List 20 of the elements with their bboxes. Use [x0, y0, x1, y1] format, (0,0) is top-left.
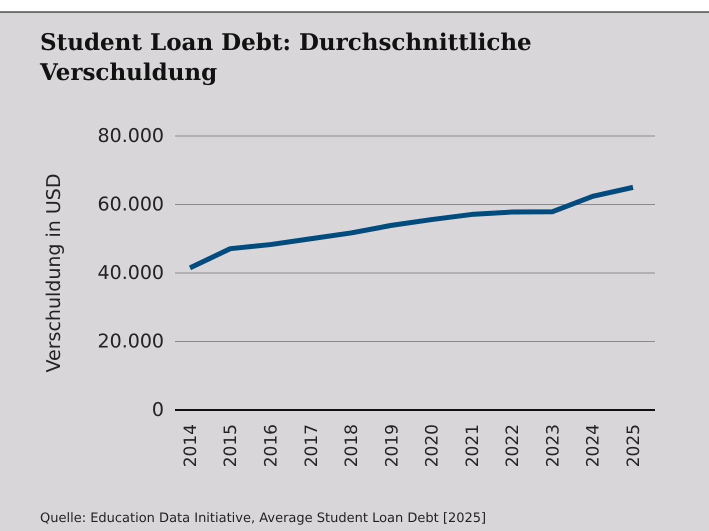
x-tick-label: 2015: [221, 424, 242, 468]
x-tick-label: 2016: [261, 424, 282, 468]
x-tick-label: 2024: [584, 424, 604, 468]
y-tick-label: 0: [152, 399, 164, 422]
source-note: Quelle: Education Data Initiative, Average Student Loan Debt [2025]: [40, 511, 486, 526]
y-tick-label: 40.000: [98, 262, 164, 284]
x-tick-label: 2025: [624, 424, 644, 468]
x-tick-label: 2022: [503, 424, 524, 468]
x-tick-label: 2014: [180, 424, 201, 468]
y-tick-label: 20.000: [98, 330, 164, 353]
chart-title: Student Loan Debt: Durchschnittliche Verschuldung: [39, 29, 532, 86]
y-axis-title: Verschuldung in USD: [43, 174, 65, 372]
x-tick-label: 2018: [342, 424, 362, 468]
x-tick-label: 2023: [543, 424, 564, 468]
x-tick-label: 2021: [462, 424, 483, 468]
y-tick-label: 80.000: [98, 125, 164, 148]
x-tick-label: 2020: [422, 424, 443, 468]
x-tick-label: 2019: [382, 424, 402, 468]
x-tick-label: 2017: [302, 424, 322, 468]
y-tick-label: 60.000: [98, 194, 164, 216]
